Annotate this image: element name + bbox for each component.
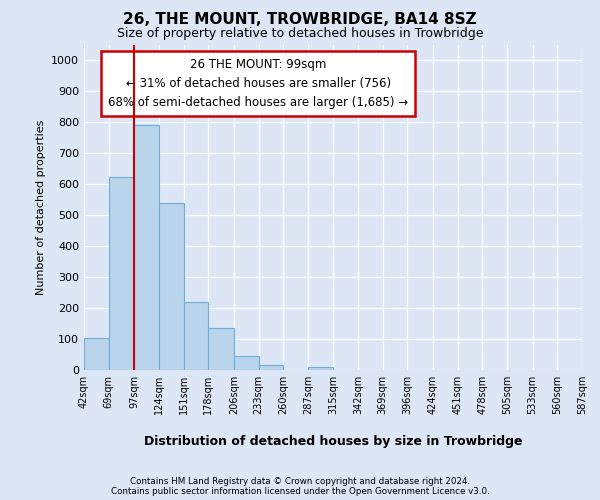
- Bar: [159, 203, 184, 370]
- Bar: [234, 356, 259, 370]
- Bar: [134, 126, 159, 370]
- Text: 26 THE MOUNT: 99sqm
← 31% of detached houses are smaller (756)
68% of semi-detac: 26 THE MOUNT: 99sqm ← 31% of detached ho…: [108, 58, 409, 109]
- Bar: [109, 176, 134, 370]
- Bar: [184, 302, 208, 370]
- Text: Contains HM Land Registry data © Crown copyright and database right 2024.
Contai: Contains HM Land Registry data © Crown c…: [110, 476, 490, 496]
- Text: 26, THE MOUNT, TROWBRIDGE, BA14 8SZ: 26, THE MOUNT, TROWBRIDGE, BA14 8SZ: [123, 12, 477, 28]
- Bar: [259, 366, 283, 370]
- Y-axis label: Number of detached properties: Number of detached properties: [35, 120, 46, 295]
- Text: Distribution of detached houses by size in Trowbridge: Distribution of detached houses by size …: [144, 434, 522, 448]
- Bar: [208, 328, 234, 370]
- Text: Size of property relative to detached houses in Trowbridge: Size of property relative to detached ho…: [117, 28, 483, 40]
- Bar: [84, 338, 109, 370]
- Bar: [308, 367, 334, 370]
